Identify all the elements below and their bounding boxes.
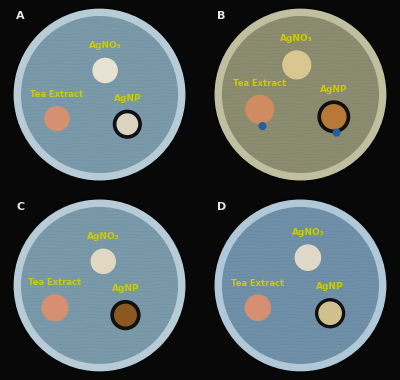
Circle shape — [117, 114, 138, 135]
Text: Tea Extract: Tea Extract — [231, 279, 284, 288]
Circle shape — [114, 110, 141, 138]
Circle shape — [223, 207, 378, 363]
Circle shape — [223, 17, 378, 173]
Text: AgNO₃: AgNO₃ — [292, 228, 324, 237]
Circle shape — [14, 10, 185, 180]
Circle shape — [319, 302, 341, 325]
Circle shape — [22, 207, 177, 363]
Text: Tea Extract: Tea Extract — [30, 90, 84, 99]
Circle shape — [14, 200, 185, 370]
Circle shape — [111, 301, 140, 329]
Circle shape — [215, 200, 386, 370]
Text: D: D — [217, 202, 226, 212]
Text: B: B — [217, 11, 226, 21]
Circle shape — [12, 8, 187, 182]
Text: AgNP: AgNP — [320, 85, 348, 93]
Text: AgNP: AgNP — [316, 282, 344, 291]
Text: AgNO₃: AgNO₃ — [280, 34, 313, 43]
Text: A: A — [16, 11, 25, 21]
Text: AgNP: AgNP — [114, 94, 141, 103]
Circle shape — [283, 51, 311, 79]
Circle shape — [245, 295, 270, 320]
Circle shape — [115, 304, 136, 326]
Circle shape — [215, 10, 386, 180]
Text: Tea Extract: Tea Extract — [233, 79, 286, 88]
Circle shape — [318, 101, 350, 133]
Circle shape — [295, 245, 320, 270]
Circle shape — [45, 107, 69, 131]
Circle shape — [22, 17, 177, 173]
Circle shape — [93, 59, 117, 82]
Circle shape — [213, 8, 388, 182]
Circle shape — [213, 198, 388, 372]
Text: AgNO₃: AgNO₃ — [87, 232, 120, 241]
Circle shape — [259, 123, 266, 130]
Text: AgNP: AgNP — [112, 284, 139, 293]
Circle shape — [322, 105, 346, 129]
Circle shape — [246, 95, 274, 123]
Text: Tea Extract: Tea Extract — [28, 278, 82, 287]
Text: C: C — [16, 202, 24, 212]
Text: AgNO₃: AgNO₃ — [89, 41, 122, 50]
Circle shape — [42, 295, 68, 321]
Circle shape — [316, 299, 344, 328]
Circle shape — [333, 129, 340, 136]
Circle shape — [12, 198, 187, 372]
Circle shape — [91, 249, 115, 273]
